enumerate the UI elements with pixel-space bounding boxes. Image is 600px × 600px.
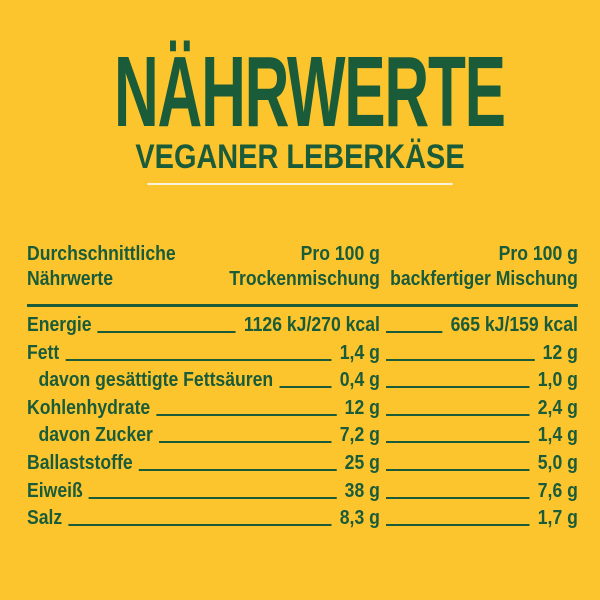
page-subtitle: VEGANER LEBERKÄSE xyxy=(135,138,465,176)
row-value-ready: 1,0 g xyxy=(537,369,578,392)
row-right-group: 2,4 g xyxy=(380,397,578,420)
row-value-ready: 1,7 g xyxy=(537,507,578,530)
row-value-ready: 665 kJ/159 kcal xyxy=(450,314,578,336)
column-header-ready-mix: Pro 100 g backfertiger Mischung xyxy=(380,242,578,292)
leader-line xyxy=(88,496,337,499)
leader-line xyxy=(159,441,332,444)
column-header-ready-mix-line2: backfertiger Mischung xyxy=(390,268,578,290)
table-row: davon Zucker 7,2 g 1,4 g xyxy=(27,424,578,452)
column-header-nutrients-line1: Durchschnittliche xyxy=(27,243,176,265)
leader-line xyxy=(138,468,337,471)
nutrition-table: Durchschnittliche Nährwerte Pro 100 g Tr… xyxy=(27,238,578,535)
row-value-dry: 0,4 g xyxy=(339,369,380,392)
row-value-ready: 2,4 g xyxy=(537,396,578,419)
row-left-group: davon Zucker 7,2 g xyxy=(27,424,380,447)
page-title: NÄHRWERTE xyxy=(114,36,506,148)
table-row: Energie 1126 kJ/270 kcal 665 kJ/159 kcal xyxy=(27,314,578,342)
leader-line xyxy=(65,358,332,361)
leader-line xyxy=(386,524,530,527)
subtitle-divider xyxy=(147,183,453,185)
table-row: Salz 8,3 g 1,7 g xyxy=(27,507,578,535)
row-value-ready: 5,0 g xyxy=(537,451,578,474)
leader-line xyxy=(386,386,530,389)
column-header-dry-mix-line1: Pro 100 g xyxy=(300,243,380,265)
row-value-dry: 1126 kJ/270 kcal xyxy=(243,314,380,336)
table-body: Energie 1126 kJ/270 kcal 665 kJ/159 kcal… xyxy=(27,307,578,535)
row-right-group: 665 kJ/159 kcal xyxy=(380,314,578,337)
table-row: Kohlenhydrate 12 g 2,4 g xyxy=(27,397,578,425)
row-label: Ballaststoffe xyxy=(27,451,133,474)
row-value-ready: 12 g xyxy=(542,341,578,364)
column-header-dry-mix-line2: Trockenmischung xyxy=(229,268,380,290)
column-header-nutrients-line2: Nährwerte xyxy=(27,268,114,290)
leader-line xyxy=(97,331,236,333)
row-label: davon Zucker xyxy=(38,424,153,447)
leader-line xyxy=(386,441,530,444)
row-right-group: 5,0 g xyxy=(380,452,578,475)
leader-line xyxy=(386,496,530,499)
header-divider-rule xyxy=(27,304,578,307)
row-right-group: 1,0 g xyxy=(380,369,578,392)
leader-line xyxy=(279,386,332,389)
row-label: davon gesättigte Fettsäuren xyxy=(38,369,274,392)
row-left-group: davon gesättigte Fettsäuren 0,4 g xyxy=(27,369,380,392)
row-left-group: Fett 1,4 g xyxy=(27,342,380,365)
row-right-group: 1,7 g xyxy=(380,507,578,530)
row-value-ready: 7,6 g xyxy=(537,479,578,502)
table-row: Eiweiß 38 g 7,6 g xyxy=(27,480,578,508)
row-label: Kohlenhydrate xyxy=(27,396,151,419)
row-right-group: 12 g xyxy=(380,342,578,365)
leader-line xyxy=(386,468,530,471)
row-label: Energie xyxy=(27,314,92,336)
table-header-row: Durchschnittliche Nährwerte Pro 100 g Tr… xyxy=(27,238,578,292)
row-left-group: Ballaststoffe 25 g xyxy=(27,452,380,475)
table-row: davon gesättigte Fettsäuren 0,4 g 1,0 g xyxy=(27,369,578,397)
row-value-dry: 7,2 g xyxy=(339,424,380,447)
row-value-dry: 38 g xyxy=(344,479,380,502)
row-label: Eiweiß xyxy=(27,479,83,502)
leader-line xyxy=(386,413,530,416)
row-left-group: Energie 1126 kJ/270 kcal xyxy=(27,314,380,337)
column-header-dry-mix: Pro 100 g Trockenmischung xyxy=(204,242,380,292)
row-right-group: 7,6 g xyxy=(380,480,578,503)
row-left-group: Kohlenhydrate 12 g xyxy=(27,397,380,420)
row-value-dry: 8,3 g xyxy=(339,507,380,530)
leader-line xyxy=(386,331,443,333)
row-value-dry: 1,4 g xyxy=(339,341,380,364)
leader-line xyxy=(68,524,332,527)
leader-line xyxy=(386,358,535,361)
leader-line xyxy=(156,413,337,416)
table-row: Fett 1,4 g 12 g xyxy=(27,342,578,370)
row-left-group: Eiweiß 38 g xyxy=(27,480,380,503)
row-label: Salz xyxy=(27,507,63,530)
row-value-dry: 12 g xyxy=(344,396,380,419)
row-left-group: Salz 8,3 g xyxy=(27,507,380,530)
row-label: Fett xyxy=(27,341,60,364)
row-right-group: 1,4 g xyxy=(380,424,578,447)
column-header-ready-mix-line1: Pro 100 g xyxy=(498,243,578,265)
row-value-ready: 1,4 g xyxy=(537,424,578,447)
row-value-dry: 25 g xyxy=(344,451,380,474)
column-header-nutrients: Durchschnittliche Nährwerte xyxy=(27,242,204,292)
table-row: Ballaststoffe 25 g 5,0 g xyxy=(27,452,578,480)
